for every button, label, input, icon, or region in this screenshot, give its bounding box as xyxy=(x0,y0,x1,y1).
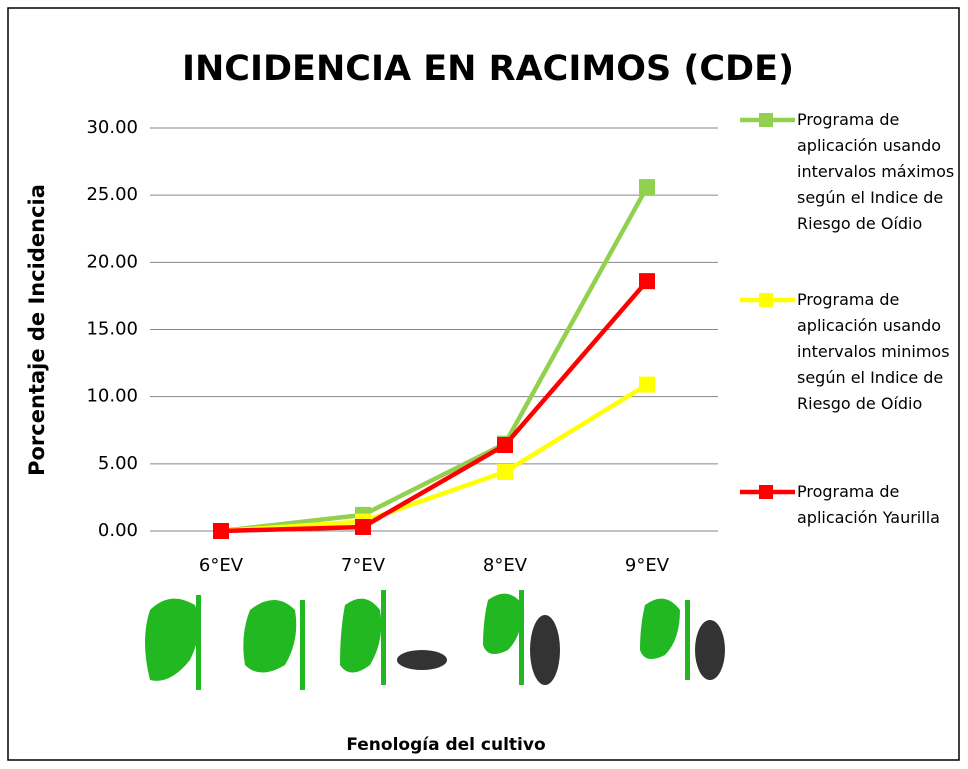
chart-title: INCIDENCIA EN RACIMOS (CDE) xyxy=(182,49,794,89)
legend-marker xyxy=(759,485,773,499)
y-tick-label: 0.00 xyxy=(98,520,138,541)
data-point xyxy=(639,179,655,196)
grape-cluster xyxy=(695,620,725,680)
series-line xyxy=(220,186,649,534)
x-axis-title: Fenología del cultivo xyxy=(346,735,545,755)
legend-marker xyxy=(759,113,773,127)
legend-label: Programa de aplicación usando intervalos… xyxy=(797,290,950,413)
data-point xyxy=(355,518,371,535)
y-tick-label: 25.00 xyxy=(86,184,138,205)
x-tick-label: 6°EV xyxy=(199,555,244,576)
y-tick-label: 15.00 xyxy=(86,319,138,340)
series-line xyxy=(220,382,649,534)
y-tick-label: 20.00 xyxy=(86,251,138,272)
grape-cluster xyxy=(397,650,447,670)
legend-marker xyxy=(759,293,773,307)
x-tick-label: 7°EV xyxy=(341,555,386,576)
data-point xyxy=(497,463,513,480)
legend-label: Programa de aplicación Yaurilla xyxy=(797,482,940,527)
grape-cluster xyxy=(530,615,560,685)
data-point xyxy=(213,523,229,539)
data-point xyxy=(639,376,655,393)
y-axis-title: Porcentaje de Incidencia xyxy=(25,184,49,476)
data-point xyxy=(497,437,513,454)
y-tick-label: 10.00 xyxy=(86,386,138,407)
y-tick-label: 30.00 xyxy=(86,117,138,138)
x-tick-label: 9°EV xyxy=(625,555,670,576)
phenology-drawings xyxy=(145,590,690,690)
series-line xyxy=(220,279,649,534)
data-point xyxy=(639,273,655,290)
x-tick-label: 8°EV xyxy=(483,555,528,576)
legend-label: Programa de aplicación usando intervalos… xyxy=(797,110,955,233)
y-tick-label: 5.00 xyxy=(98,453,138,474)
